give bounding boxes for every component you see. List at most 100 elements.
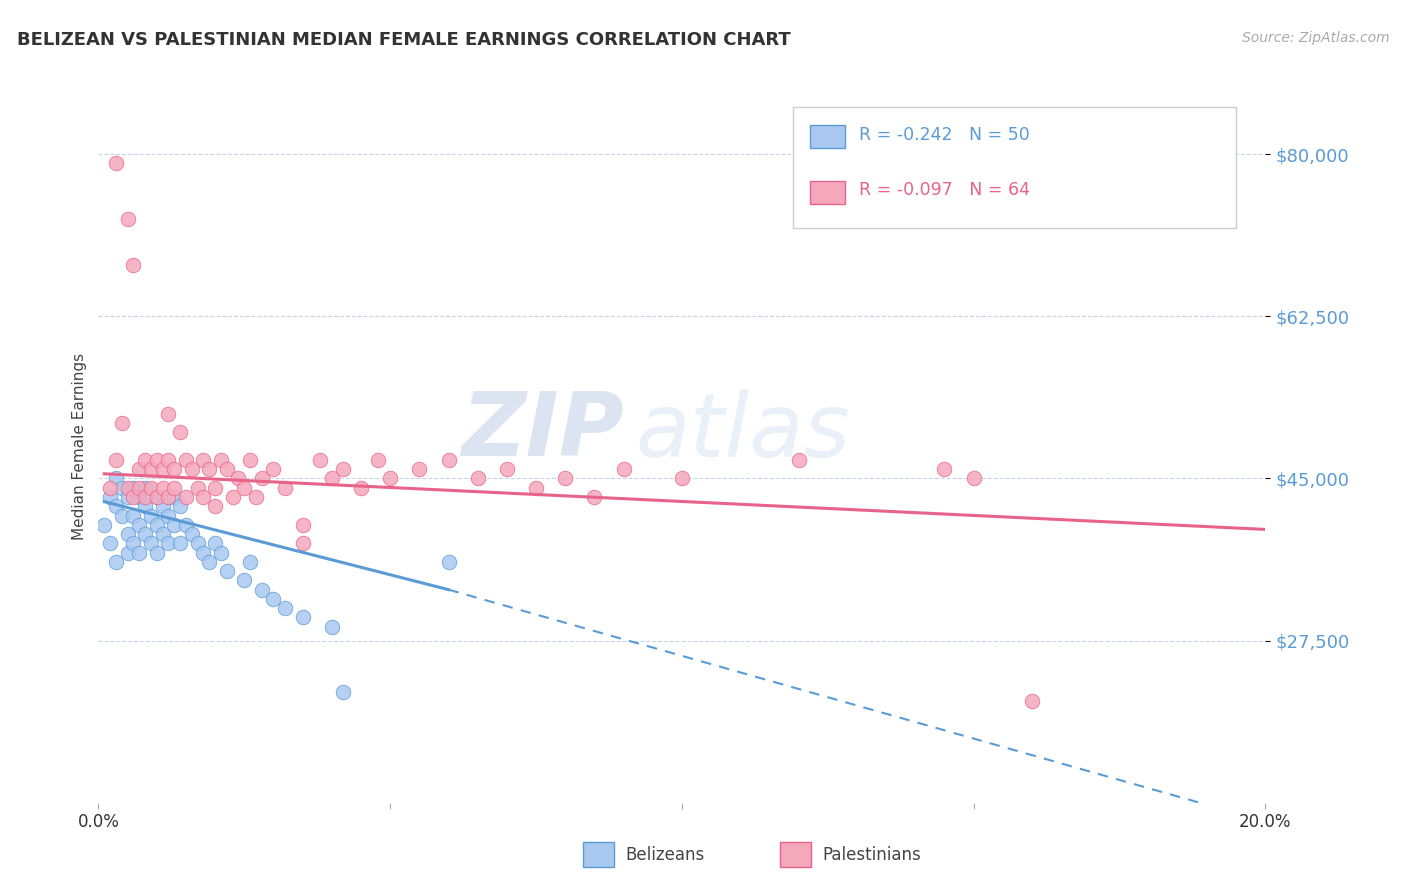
Point: [250, 582, 273, 597]
Point: [128, 545, 150, 559]
Point: [117, 481, 139, 495]
Point: [104, 156, 127, 170]
Point: [134, 527, 156, 541]
Point: [309, 453, 332, 467]
Point: [139, 508, 162, 523]
Point: [239, 453, 262, 467]
Point: [408, 462, 430, 476]
Point: [583, 490, 606, 504]
Point: [174, 490, 197, 504]
Point: [193, 490, 215, 504]
Point: [245, 490, 267, 504]
Point: [174, 517, 197, 532]
Point: [180, 527, 202, 541]
Point: [122, 508, 145, 523]
Point: [117, 211, 139, 226]
Point: [291, 536, 314, 550]
Point: [204, 536, 226, 550]
Point: [367, 453, 389, 467]
Point: [209, 453, 232, 467]
Point: [157, 453, 180, 467]
Point: [291, 610, 314, 624]
Point: [98, 536, 121, 550]
Y-axis label: Median Female Earnings: Median Female Earnings: [72, 352, 87, 540]
Point: [209, 545, 232, 559]
Point: [117, 527, 139, 541]
Point: [187, 536, 209, 550]
Point: [98, 481, 121, 495]
Point: [93, 517, 115, 532]
Text: Source: ZipAtlas.com: Source: ZipAtlas.com: [1241, 31, 1389, 45]
Point: [134, 500, 156, 514]
Point: [204, 500, 226, 514]
Point: [612, 462, 634, 476]
Point: [262, 591, 284, 606]
Point: [321, 620, 343, 634]
Text: Palestinians: Palestinians: [823, 846, 921, 863]
Point: [378, 471, 402, 485]
Point: [157, 407, 180, 421]
Point: [122, 490, 145, 504]
Point: [174, 453, 197, 467]
Point: [152, 462, 174, 476]
Point: [139, 462, 162, 476]
Point: [193, 545, 215, 559]
Point: [321, 471, 343, 485]
Point: [671, 471, 693, 485]
Text: BELIZEAN VS PALESTINIAN MEDIAN FEMALE EARNINGS CORRELATION CHART: BELIZEAN VS PALESTINIAN MEDIAN FEMALE EA…: [17, 31, 790, 49]
Point: [111, 416, 134, 430]
Point: [128, 490, 150, 504]
Point: [152, 527, 174, 541]
Point: [163, 462, 186, 476]
Point: [152, 481, 174, 495]
Text: R = -0.242   N = 50: R = -0.242 N = 50: [859, 126, 1031, 144]
Point: [233, 574, 256, 588]
Point: [111, 508, 134, 523]
Point: [204, 481, 226, 495]
Point: [128, 481, 150, 495]
Point: [180, 462, 202, 476]
Bar: [583, 842, 614, 867]
Point: [122, 258, 145, 272]
Point: [193, 453, 215, 467]
Point: [228, 471, 250, 485]
Point: [163, 517, 186, 532]
Text: atlas: atlas: [636, 389, 851, 475]
Point: [274, 481, 297, 495]
Point: [139, 536, 162, 550]
Point: [104, 500, 127, 514]
Point: [169, 536, 191, 550]
Point: [215, 462, 238, 476]
Point: [291, 517, 314, 532]
Point: [134, 490, 156, 504]
Point: [146, 517, 169, 532]
Point: [157, 536, 180, 550]
Point: [169, 500, 191, 514]
Point: [467, 471, 489, 485]
Point: [128, 462, 150, 476]
Point: [157, 490, 180, 504]
Point: [104, 555, 127, 569]
Text: R = -0.097   N = 64: R = -0.097 N = 64: [859, 181, 1031, 200]
Point: [146, 453, 169, 467]
Point: [274, 601, 297, 615]
Point: [98, 490, 121, 504]
Text: Belizeans: Belizeans: [626, 846, 704, 863]
Point: [198, 555, 221, 569]
Point: [215, 564, 238, 578]
Point: [1021, 694, 1043, 708]
Bar: [810, 125, 845, 148]
Point: [122, 481, 145, 495]
Point: [134, 453, 156, 467]
Point: [122, 536, 145, 550]
Point: [934, 462, 956, 476]
Point: [239, 555, 262, 569]
Point: [111, 481, 134, 495]
Point: [157, 508, 180, 523]
Point: [169, 425, 191, 439]
Bar: [810, 180, 845, 204]
FancyBboxPatch shape: [793, 107, 1236, 228]
Point: [787, 453, 810, 467]
Point: [146, 490, 169, 504]
Point: [163, 481, 186, 495]
